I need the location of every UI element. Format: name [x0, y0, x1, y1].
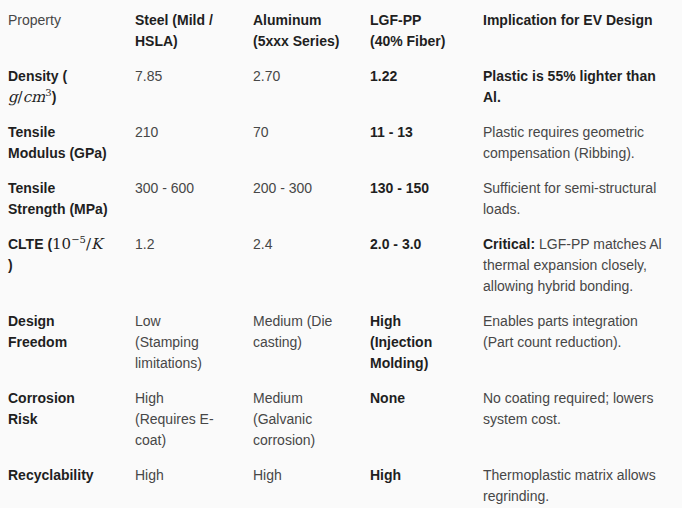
density-steel-value: 7.85 [135, 66, 253, 87]
col-header-lgfpp: LGF-PP (40% Fiber) [370, 10, 483, 52]
table-row-recyclability: Recyclability High High High Thermoplast… [8, 465, 682, 507]
design-freedom-aluminum-value: Medium (Die casting) [253, 311, 370, 353]
tensile-strength-lgfpp-value: 130 - 150 [370, 178, 483, 199]
table-row-tensile-strength: Tensile Strength (MPa) 300 - 600 200 - 3… [8, 178, 682, 220]
recyclability-steel-value: High [135, 465, 253, 486]
material-comparison-table: Property Steel (Mild / HSLA) Aluminum (5… [0, 0, 682, 507]
clte-steel-value: 1.2 [135, 234, 253, 255]
table-row-corrosion-risk: Corrosion Risk High (Requires E-coat) Me… [8, 388, 682, 451]
col-header-property: Property [8, 10, 135, 31]
math-cm: cm [23, 88, 46, 106]
math-g: g [8, 88, 18, 106]
recyclability-implication: Thermoplastic matrix allows regrinding. [483, 465, 682, 507]
density-aluminum-value: 2.70 [253, 66, 370, 87]
property-label-tensile-modulus: Tensile Modulus (GPa) [8, 122, 135, 164]
table-row-tensile-modulus: Tensile Modulus (GPa) 210 70 11 - 13 Pla… [8, 122, 682, 164]
clte-implication: Critical: LGF-PP matches Al thermal expa… [483, 234, 682, 297]
property-label-clte: CLTE (10−5/K ) [8, 234, 135, 276]
math-K: K [91, 235, 102, 253]
property-label-tensile-strength: Tensile Strength (MPa) [8, 178, 135, 220]
table-row-clte: CLTE (10−5/K ) 1.2 2.4 2.0 - 3.0 Critica… [8, 234, 682, 297]
math-exponent-neg5: −5 [71, 234, 86, 245]
table-row-density: Density ( g/cm3) 7.85 2.70 1.22 Plastic … [8, 66, 682, 108]
col-header-steel: Steel (Mild / HSLA) [135, 10, 253, 52]
clte-implication-bold-prefix: Critical: [483, 236, 535, 252]
clte-lgfpp-value: 2.0 - 3.0 [370, 234, 483, 255]
tensile-strength-steel-value: 300 - 600 [135, 178, 253, 199]
tensile-strength-aluminum-value: 200 - 300 [253, 178, 370, 199]
corrosion-risk-steel-value: High (Requires E-coat) [135, 388, 253, 451]
tensile-modulus-implication: Plastic requires geometric compensation … [483, 122, 682, 164]
col-header-implication: Implication for EV Design [483, 10, 682, 31]
math-base-10: 10 [52, 235, 71, 253]
density-label-suffix: ) [52, 89, 57, 105]
corrosion-risk-aluminum-value: Medium (Galvanic corrosion) [253, 388, 370, 451]
property-label-density: Density ( g/cm3) [8, 66, 135, 108]
clte-unit-math: 10−5/K [52, 235, 102, 253]
clte-aluminum-value: 2.4 [253, 234, 370, 255]
table-header-row: Property Steel (Mild / HSLA) Aluminum (5… [8, 10, 682, 52]
corrosion-risk-implication: No coating required; lowers system cost. [483, 388, 682, 430]
tensile-modulus-lgfpp-value: 11 - 13 [370, 122, 483, 143]
clte-label-suffix: ) [8, 257, 13, 273]
density-implication: Plastic is 55% lighter than Al. [483, 66, 682, 108]
density-lgfpp-value: 1.22 [370, 66, 483, 87]
col-header-aluminum: Aluminum (5xxx Series) [253, 10, 370, 52]
recyclability-lgfpp-value: High [370, 465, 483, 486]
tensile-modulus-steel-value: 210 [135, 122, 253, 143]
tensile-modulus-aluminum-value: 70 [253, 122, 370, 143]
density-unit-math: g/cm3 [8, 88, 52, 106]
design-freedom-steel-value: Low (Stamping limitations) [135, 311, 253, 374]
recyclability-aluminum-value: High [253, 465, 370, 486]
tensile-strength-implication: Sufficient for semi-structural loads. [483, 178, 682, 220]
design-freedom-lgfpp-value: High (Injection Molding) [370, 311, 483, 374]
property-label-corrosion-risk: Corrosion Risk [8, 388, 135, 430]
table-row-design-freedom: Design Freedom Low (Stamping limitations… [8, 311, 682, 374]
density-label-prefix: Density ( [8, 68, 67, 84]
corrosion-risk-lgfpp-value: None [370, 388, 483, 409]
clte-label-prefix: CLTE ( [8, 236, 52, 252]
property-label-design-freedom: Design Freedom [8, 311, 135, 353]
design-freedom-implication: Enables parts integration (Part count re… [483, 311, 682, 353]
property-label-recyclability: Recyclability [8, 465, 135, 486]
